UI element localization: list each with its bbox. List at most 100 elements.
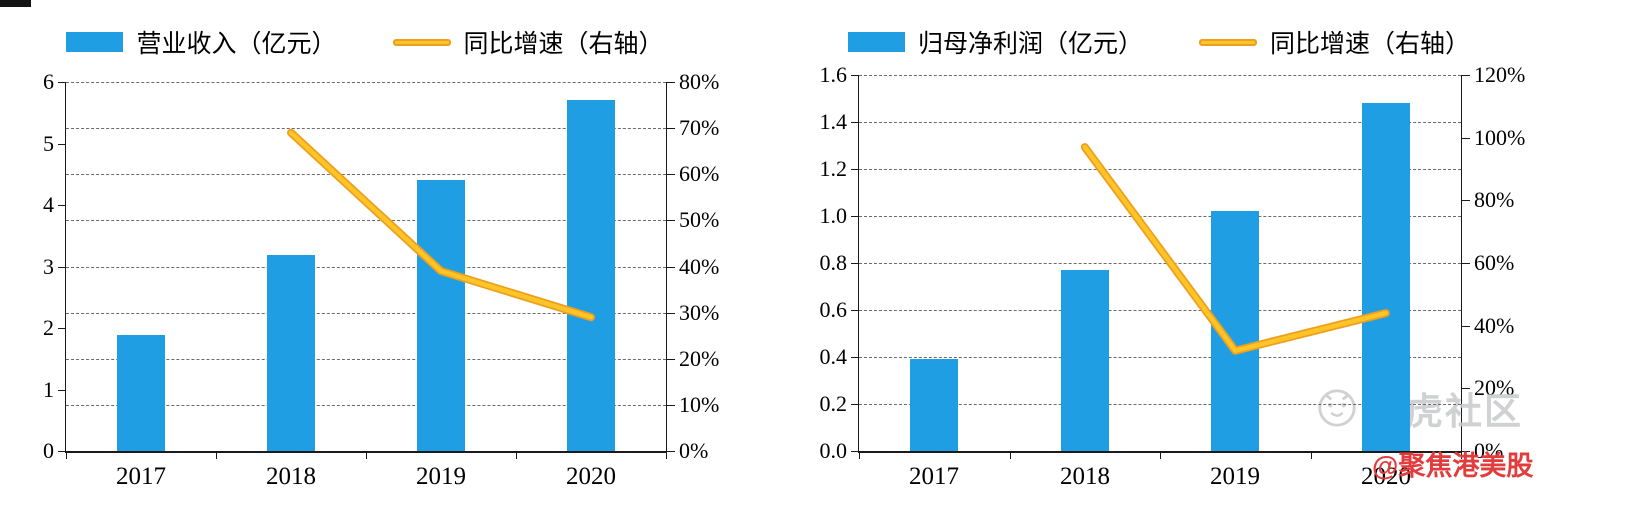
gridline (66, 267, 666, 268)
gridline (66, 128, 666, 129)
gridline (859, 357, 1461, 358)
gridline (66, 405, 666, 406)
y-axis-tick-label: 1.0 (819, 203, 848, 228)
y-axis-tick-label: 1.6 (819, 62, 848, 87)
y-axis-tick-mark (58, 144, 66, 145)
gridline (66, 82, 666, 83)
secondary-axis-tick-mark (667, 451, 675, 452)
y-axis-tick-mark (58, 390, 66, 391)
secondary-axis-tick-label: 100% (1474, 124, 1526, 150)
x-axis-label: 2019 (416, 463, 466, 490)
bar-2019 (417, 180, 465, 451)
secondary-axis-tick-label: 0% (679, 438, 709, 463)
x-axis-label: 2017 (909, 463, 959, 490)
secondary-axis-tick-mark (1462, 138, 1470, 139)
secondary-axis-tick-label: 10% (679, 391, 720, 417)
x-axis-label: 2020 (566, 463, 616, 490)
line-legend-label: 同比增速（右轴） (463, 31, 664, 58)
line-stroke (1082, 144, 1389, 353)
tiger-watermark: 老虎社区 (1316, 381, 1523, 435)
x-axis-tick-mark (1160, 451, 1161, 459)
gridline (859, 75, 1461, 76)
y-axis-tick-label: 6 (43, 69, 54, 94)
tiger-watermark-text: 老虎社区 (1367, 391, 1523, 432)
secondary-axis-tick-label: 40% (679, 253, 720, 279)
secondary-axis-tick-mark (667, 128, 675, 129)
x-axis-label: 2018 (1060, 463, 1110, 490)
y-axis-tick-mark (58, 451, 66, 452)
x-axis-tick-mark (1311, 451, 1312, 459)
x-axis-tick-mark (516, 451, 517, 459)
legend-item-bar: 归母净利润（亿元） (847, 24, 1143, 60)
secondary-axis-tick-label: 80% (679, 69, 720, 94)
growth-line (287, 128, 595, 322)
y-axis-tick-label: 4 (43, 192, 54, 217)
gridline (859, 216, 1461, 217)
bar-2017 (910, 359, 958, 451)
secondary-axis-tick-mark (667, 174, 675, 175)
x-axis-label: 2017 (116, 463, 166, 490)
line-legend-swatch (1199, 38, 1257, 46)
bar-2018 (267, 255, 315, 451)
secondary-axis-tick-label: 30% (679, 299, 720, 325)
line-edge-stroke (1080, 143, 1390, 355)
gridline (859, 310, 1461, 311)
tiger-logo-icon (1318, 389, 1356, 427)
x-axis-tick-mark (859, 451, 860, 459)
legend: 营业收入（亿元） 同比增速（右轴） (65, 24, 665, 60)
y-axis-tick-mark (58, 82, 66, 83)
y-axis-tick-label: 0.6 (819, 297, 848, 322)
line-stroke (288, 130, 594, 320)
secondary-axis-tick-label: 50% (679, 207, 720, 233)
x-axis-tick-mark (66, 451, 67, 459)
secondary-axis-tick-mark (667, 82, 675, 83)
y-axis-tick-mark (851, 75, 859, 76)
x-axis-label: 2019 (1210, 463, 1260, 490)
line-legend-swatch (392, 38, 451, 46)
secondary-axis-tick-label: 20% (679, 345, 720, 371)
y-axis-tick-mark (851, 310, 859, 311)
secondary-axis-tick-mark (667, 220, 675, 221)
y-axis-tick-label: 0.2 (819, 391, 848, 416)
secondary-axis-tick-label: 60% (1474, 250, 1515, 275)
gridline (859, 263, 1461, 264)
secondary-axis-tick-label: 80% (1474, 187, 1515, 213)
secondary-axis-tick-mark (667, 313, 675, 314)
y-axis-tick-mark (851, 357, 859, 358)
gridline (66, 313, 666, 314)
gridline (859, 122, 1461, 123)
y-axis-tick-mark (851, 263, 859, 264)
secondary-axis-tick-mark (1462, 263, 1470, 264)
y-axis-tick-mark (851, 122, 859, 123)
y-axis-tick-mark (851, 169, 859, 170)
legend: 归母净利润（亿元） 同比增速（右轴） (847, 24, 1470, 60)
x-axis-tick-mark (216, 451, 217, 459)
x-axis-tick-mark (366, 451, 367, 459)
y-axis-tick-label: 3 (43, 253, 54, 279)
bar-2020 (567, 100, 615, 451)
y-axis-tick-mark (851, 404, 859, 405)
secondary-axis-tick-mark (1462, 75, 1470, 76)
bar-2017 (117, 335, 165, 451)
bar-legend-swatch (66, 32, 124, 52)
x-axis-tick-mark (666, 451, 667, 459)
line-edge-stroke (287, 128, 595, 322)
y-axis-tick-label: 2 (43, 315, 54, 340)
secondary-axis-tick-label: 120% (1474, 62, 1526, 87)
gridline (66, 220, 666, 221)
red-watermark: @聚焦港美股 (1372, 451, 1534, 481)
bar-legend-swatch (847, 32, 905, 52)
y-axis-tick-label: 5 (43, 130, 54, 156)
y-axis-tick-mark (58, 205, 66, 206)
secondary-axis-tick-mark (667, 405, 675, 406)
x-axis-label: 2018 (266, 463, 316, 490)
legend-item-bar: 营业收入（亿元） (66, 24, 337, 60)
y-axis-tick-label: 0.4 (819, 344, 848, 369)
y-axis-tick-mark (851, 451, 859, 452)
x-axis-tick-mark (1010, 451, 1011, 459)
secondary-axis-tick-label: 70% (679, 115, 720, 141)
plot-area: 6 5 4 3 2 1 0 80% 70% 60% 50% 40% 30% 20% 10% 0% 2017 201… (43, 71, 719, 491)
